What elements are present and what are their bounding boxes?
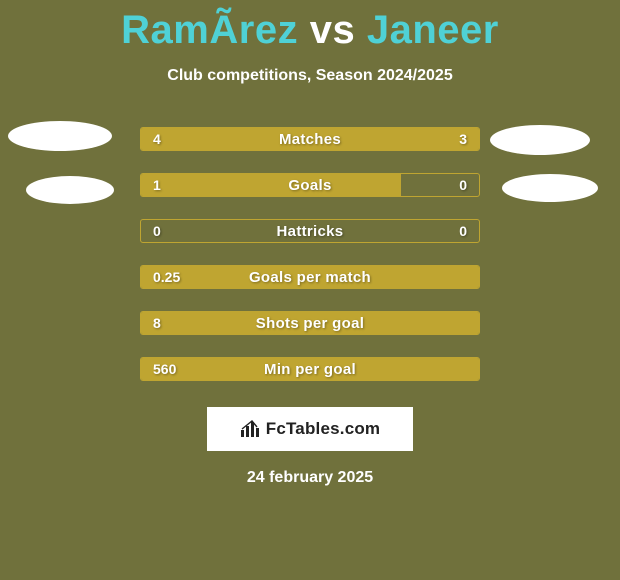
stat-row: 0.25Goals per match [140, 265, 480, 289]
stat-row: 8Shots per goal [140, 311, 480, 335]
decorative-oval [26, 176, 114, 204]
decorative-oval [490, 125, 590, 155]
date-label: 24 february 2025 [0, 469, 620, 487]
stat-row: 0Hattricks0 [140, 219, 480, 243]
stats-rows: 4Matches31Goals00Hattricks00.25Goals per… [0, 127, 620, 381]
page-title: RamÃ­rez vs Janeer [0, 0, 620, 53]
comparison-infographic: RamÃ­rez vs Janeer Club competitions, Se… [0, 0, 620, 580]
stat-label: Goals [141, 174, 479, 196]
stat-label: Goals per match [141, 266, 479, 288]
stat-row: 1Goals0 [140, 173, 480, 197]
stat-label: Matches [141, 128, 479, 150]
stat-value-right: 0 [459, 220, 467, 242]
bar-chart-icon [240, 420, 262, 438]
stat-value-right: 0 [459, 174, 467, 196]
stat-label: Hattricks [141, 220, 479, 242]
decorative-oval [502, 174, 598, 202]
title-player2: Janeer [367, 8, 499, 52]
stat-row: 560Min per goal [140, 357, 480, 381]
stat-value-right: 3 [459, 128, 467, 150]
brand-text: FcTables.com [266, 419, 381, 439]
brand-box: FcTables.com [207, 407, 413, 451]
stat-label: Shots per goal [141, 312, 479, 334]
stat-row: 4Matches3 [140, 127, 480, 151]
decorative-oval [8, 121, 112, 151]
title-player1: RamÃ­rez [121, 8, 298, 52]
title-vs: vs [310, 8, 356, 52]
stat-label: Min per goal [141, 358, 479, 380]
subtitle: Club competitions, Season 2024/2025 [0, 67, 620, 85]
